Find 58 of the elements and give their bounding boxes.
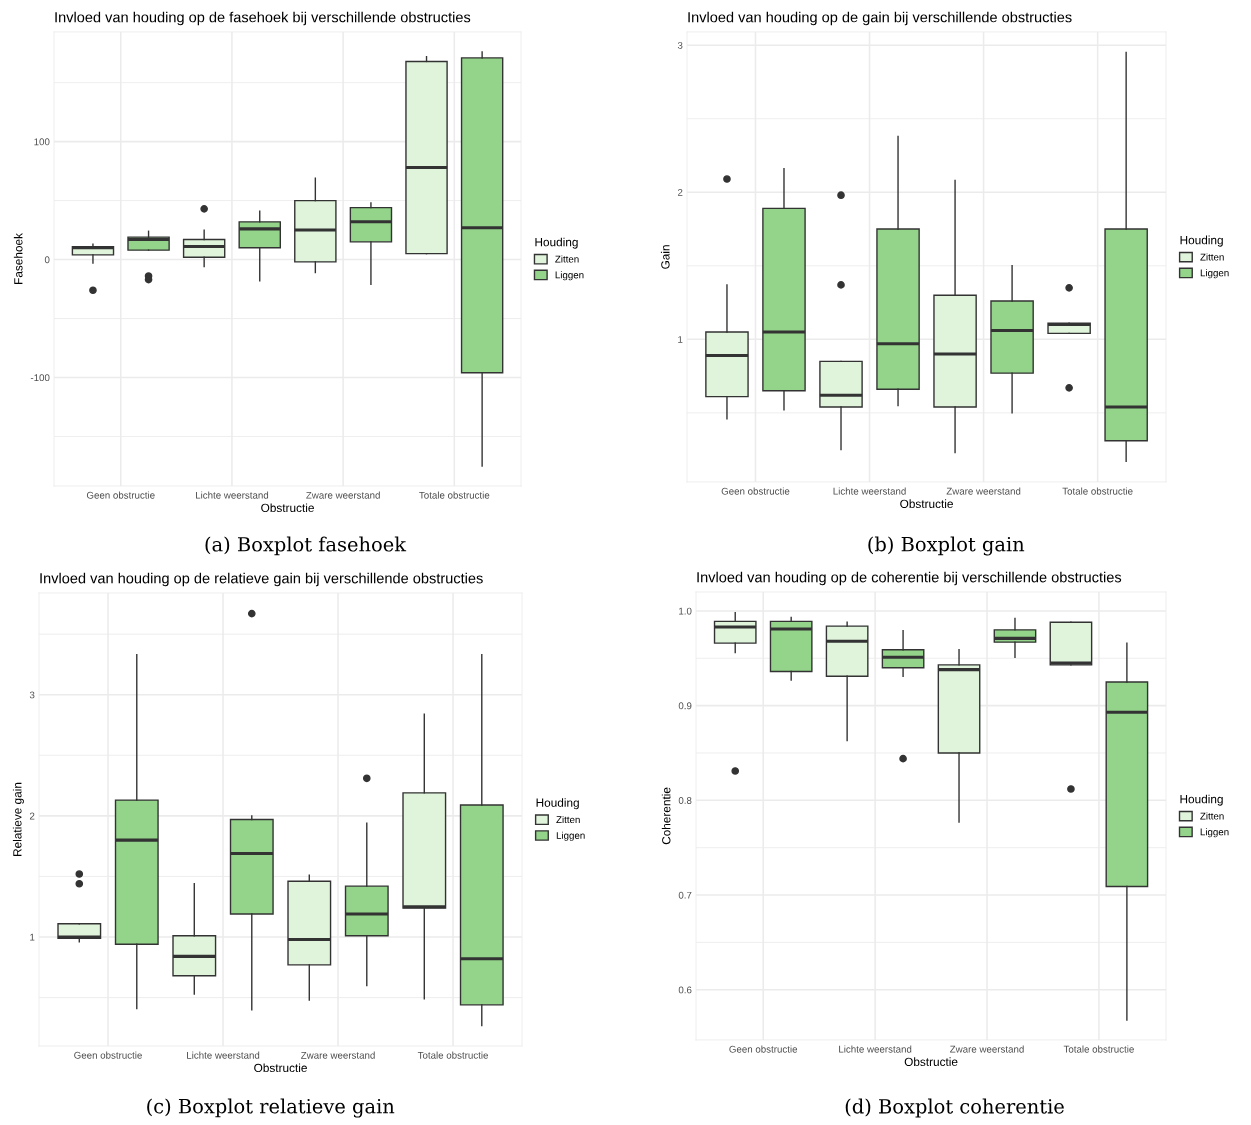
x-tick-label: Totale obstructie: [419, 491, 490, 499]
y-tick-label: 0.7: [678, 891, 692, 899]
x-tick-label: Lichte weerstand: [196, 491, 269, 499]
y-axis-title: Fasehoek: [13, 233, 23, 284]
legend-label: Zitten: [556, 815, 580, 824]
x-tick-label: Geen obstructie: [721, 487, 790, 495]
y-tick-label: 0.9: [678, 702, 692, 710]
y-tick-label: 0: [44, 256, 50, 264]
x-tick-label: Zware weerstand: [301, 1051, 375, 1059]
x-axis-title: Obstructie: [904, 1057, 958, 1067]
legend-title: Houding: [535, 237, 578, 249]
text: (d) Boxplot coherentie: [845, 1098, 1064, 1118]
y-tick-label: 2: [29, 812, 35, 820]
y-tick-label: 0.6: [678, 986, 692, 994]
x-axis-title: Obstructie: [254, 1063, 307, 1073]
legend-label: Liggen: [1200, 269, 1229, 279]
x-tick-label: Totale obstructie: [417, 1051, 489, 1059]
x-tick-label: Totale obstructie: [1062, 487, 1133, 495]
chart-title: Invloed van houding op de relatieve gain bij verschillende obstructies: [40, 572, 483, 587]
text: (b) Boxplot gain: [868, 536, 1025, 556]
y-tick-label: 3: [29, 691, 35, 699]
y-tick-label: -100: [30, 374, 50, 382]
x-tick-label: Geen obstructie: [729, 1045, 798, 1053]
legend-label: Liggen: [555, 271, 584, 281]
chart-title: Invloed van houding op de coherentie bij verschillende obstructies: [697, 571, 1122, 586]
legend-title: Houding: [1180, 794, 1223, 806]
text: (a) Boxplot fasehoek: [205, 536, 407, 556]
legend-title: Houding: [1180, 235, 1223, 247]
x-tick-label: Geen obstructie: [74, 1051, 142, 1059]
x-axis-title: Obstructie: [900, 499, 953, 509]
legend-label: Zitten: [1200, 812, 1224, 820]
y-tick-label: 1: [30, 933, 35, 941]
y-tick-label: 1.0: [679, 607, 692, 615]
x-tick-label: Geen obstructie: [86, 491, 155, 499]
chart-title: Invloed van houding op de gain bij verschillende obstructies: [688, 11, 1072, 26]
x-tick-label: Zware weerstand: [950, 1045, 1024, 1053]
y-tick-label: 1: [678, 336, 683, 343]
text: (c) Boxplot relatieve gain: [147, 1098, 395, 1118]
x-tick-label: Zware weerstand: [946, 487, 1021, 495]
x-tick-label: Zware weerstand: [306, 491, 380, 499]
legend-title: Houding: [536, 798, 579, 810]
legend-label: Liggen: [1200, 828, 1229, 838]
y-tick-label: 2: [677, 188, 683, 196]
legend-label: Zitten: [555, 255, 579, 263]
legend-label: Liggen: [556, 831, 585, 841]
x-tick-label: Totale obstructie: [1063, 1045, 1134, 1053]
y-axis-title: Coherentie: [661, 787, 671, 845]
x-axis-title: Obstructie: [261, 503, 314, 513]
x-tick-label: Lichte weerstand: [833, 487, 906, 495]
legend-label: Zitten: [1200, 253, 1224, 261]
x-tick-label: Lichte weerstand: [839, 1045, 912, 1053]
y-axis-title: Relatieve gain: [12, 782, 24, 856]
y-tick-label: 100: [34, 138, 50, 146]
y-tick-label: 0.8: [678, 797, 692, 804]
y-tick-label: 3: [677, 41, 683, 49]
chart-title: Invloed van houding op de fasehoek bij verschillende obstructies: [55, 11, 471, 26]
y-axis-title: Gain: [660, 245, 670, 269]
x-tick-label: Lichte weerstand: [187, 1051, 260, 1059]
